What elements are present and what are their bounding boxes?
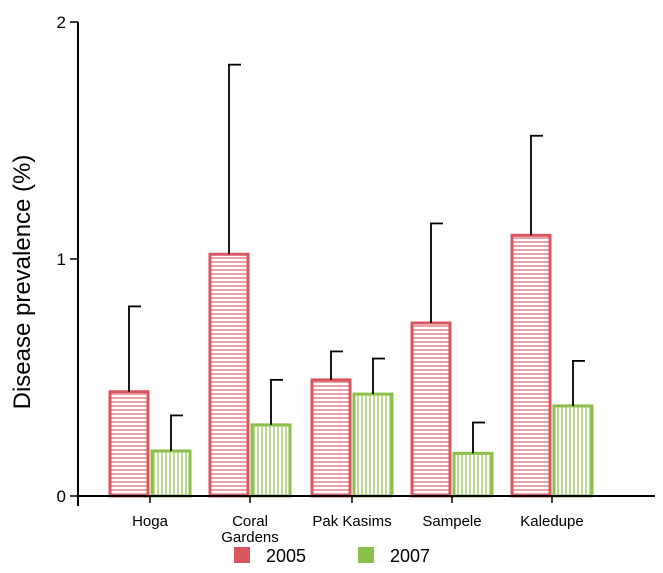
y-tick-label: 1 [57,250,66,269]
bar-2007-pak-kasims [352,392,394,498]
x-tick-label: Coral Gardens [221,513,279,546]
x-axis: Hoga Coral Gardens Pak Kasims Sampele Kaledup… [78,495,655,546]
bar-2005-sampele [410,321,452,498]
y-tick-label: 2 [57,13,66,32]
x-tick-label: Pak Kasims [312,513,391,530]
x-tick-label: Sampele [422,513,481,530]
bar-2005-pak-kasims [310,378,352,498]
y-axis: 0 1 2 [57,13,79,506]
x-tick-label: Kaledupe [520,513,583,530]
bar-2007-hoga [150,449,192,498]
legend-swatch-2007 [358,547,374,563]
bar-2007-sampele [452,451,494,498]
bar-2005-coral-gardens [208,252,250,498]
y-axis-title: Disease prevalence (%) [9,155,36,410]
legend-label-2007: 2007 [390,546,430,566]
bar-2007-coral-gardens [250,423,292,498]
y-tick-label: 0 [57,487,66,506]
bar-2005-kaledupe [510,233,552,498]
legend-label-2005: 2005 [266,546,306,566]
legend: 2005 2007 [234,546,430,566]
legend-swatch-2005 [234,547,250,563]
x-tick-label: Hoga [132,513,169,530]
bar-2007-kaledupe [552,404,594,498]
bar-2005-hoga [108,390,150,498]
plot-area [108,63,594,498]
